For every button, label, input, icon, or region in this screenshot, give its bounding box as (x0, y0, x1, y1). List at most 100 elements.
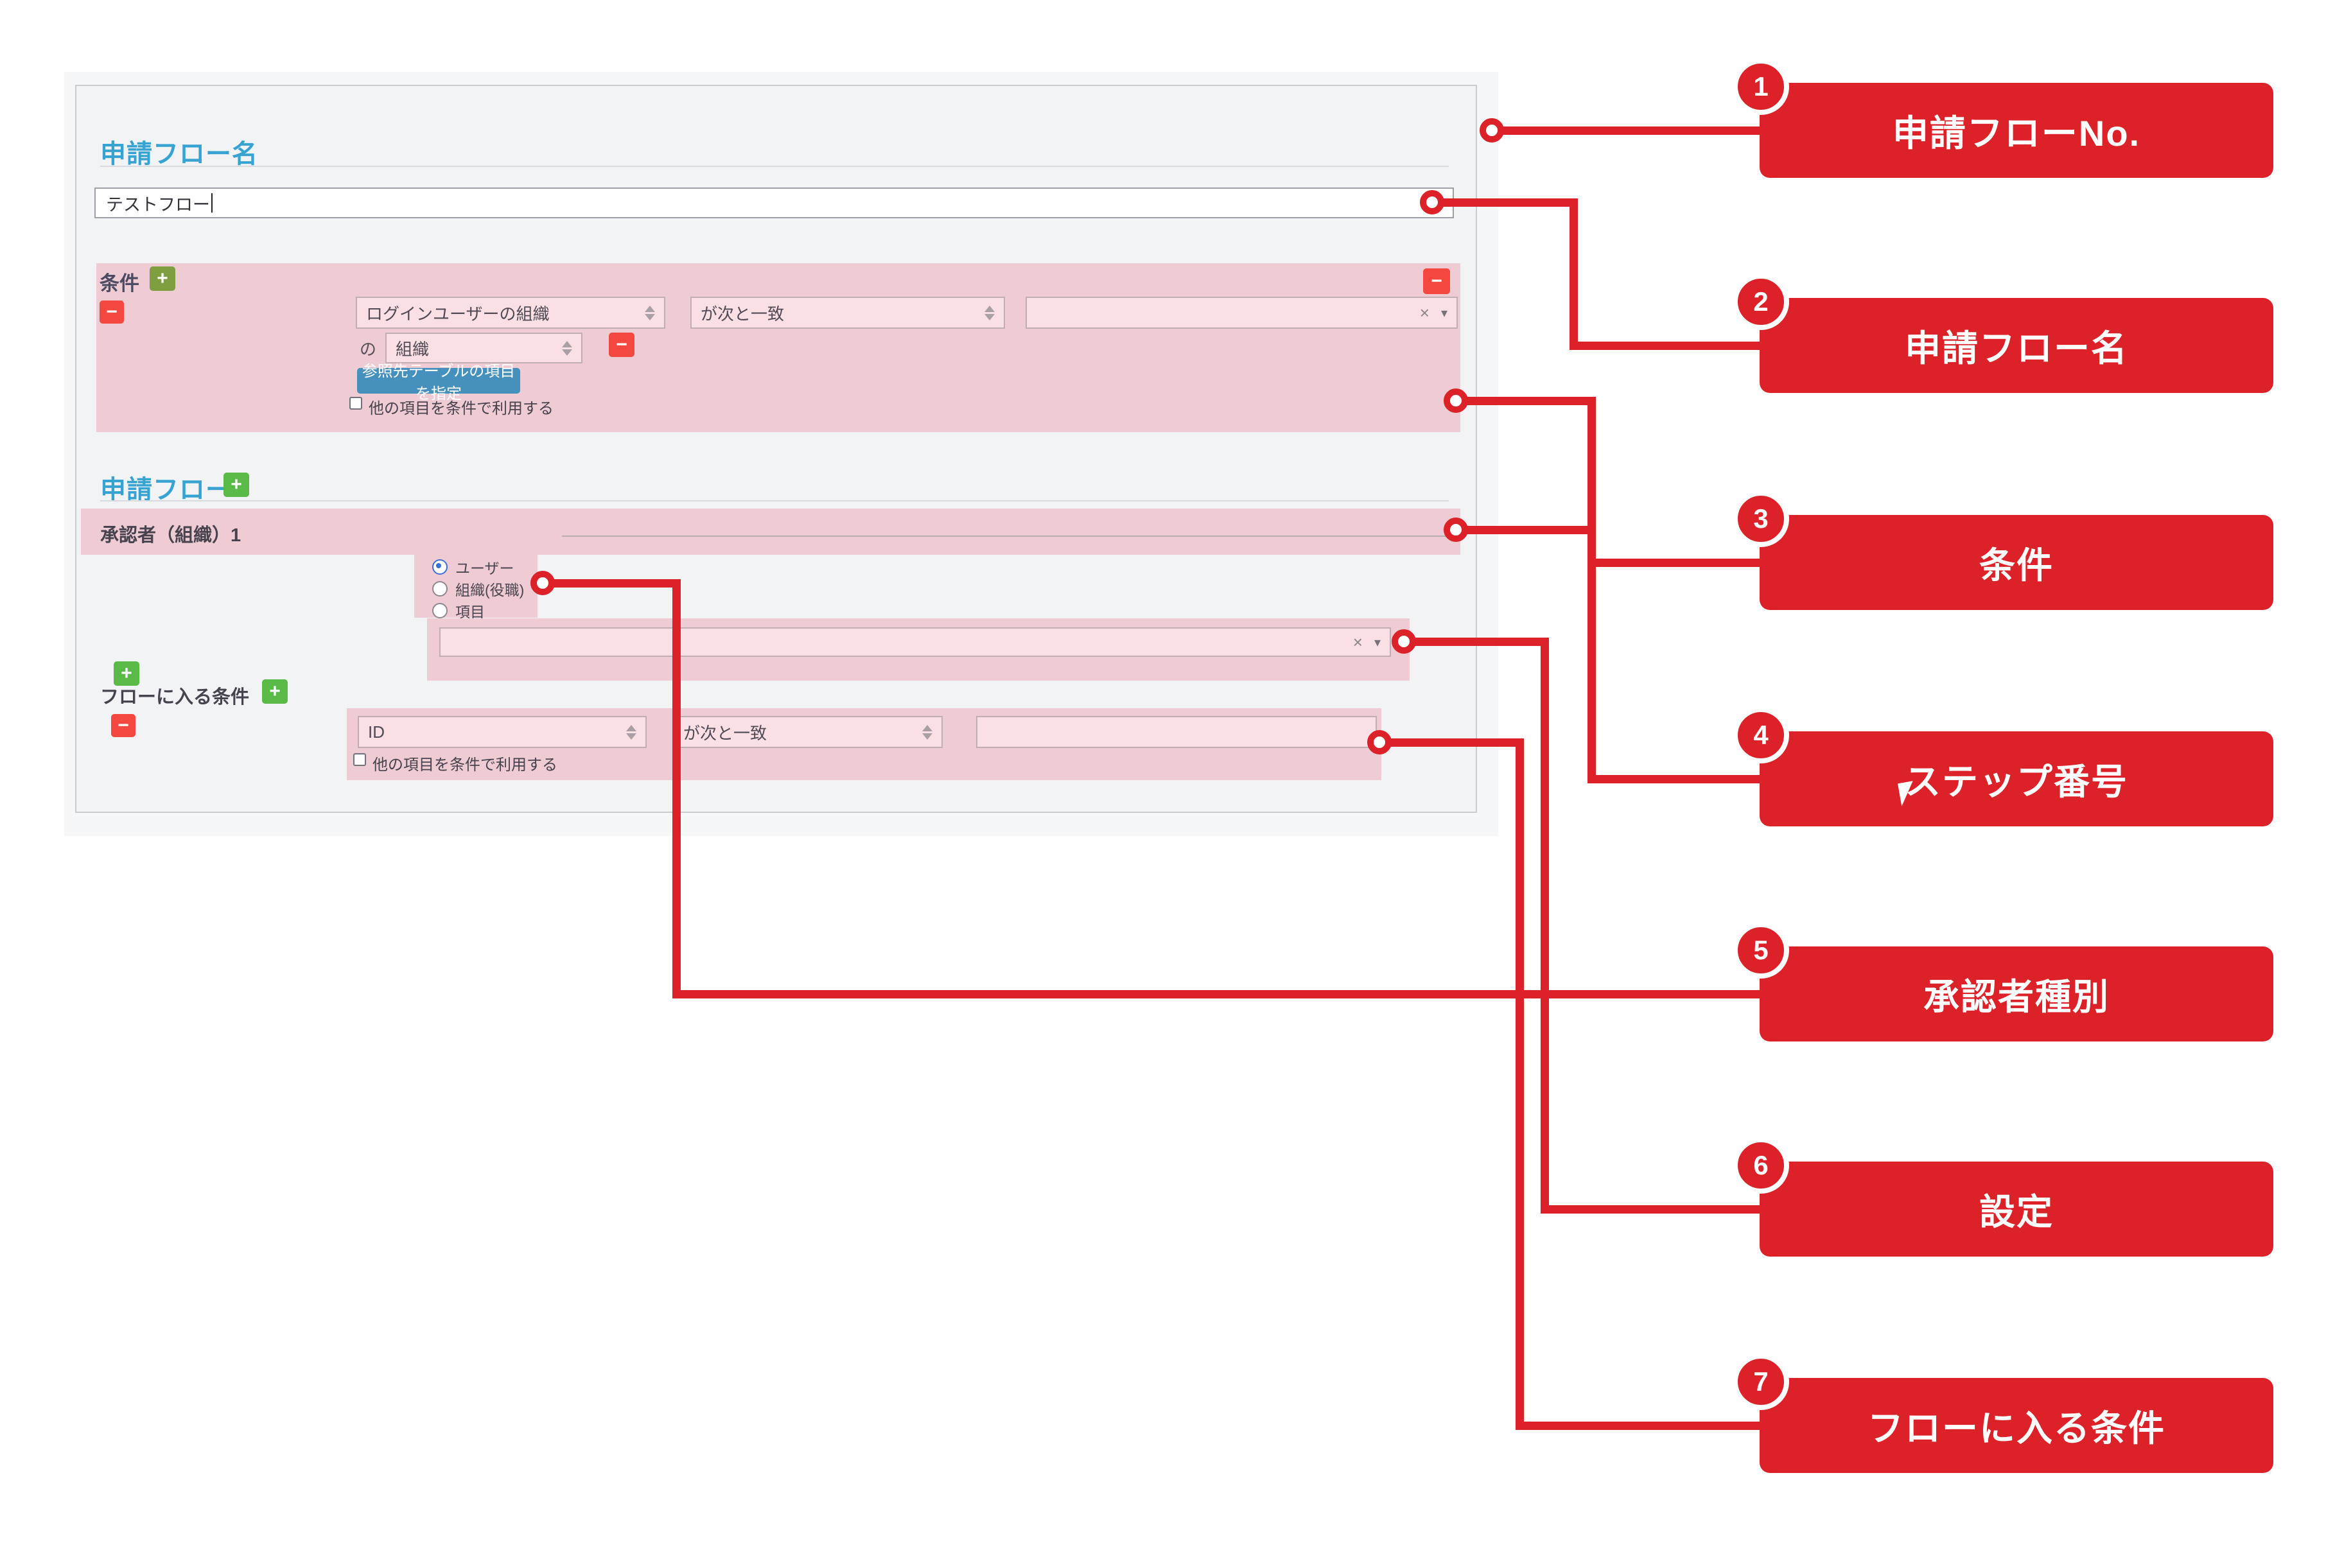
select-spinner-icon (922, 724, 932, 740)
connector-line-3a (1456, 397, 1595, 405)
radio-label: 組織(役職) (455, 582, 525, 598)
flow-name-divider (100, 166, 1449, 167)
add-condition-button[interactable]: + (150, 266, 175, 291)
entry-value-field[interactable] (976, 716, 1377, 748)
connector-line-4a (1456, 526, 1595, 534)
anchor-node-5 (530, 571, 555, 595)
callout-6-number-badge: 6 (1733, 1137, 1789, 1194)
anchor-node-3 (1444, 388, 1468, 413)
radio-label: ユーザー (455, 560, 514, 577)
select-spinner-icon (645, 305, 655, 320)
callout-4: 4 ステップ番号 (1733, 707, 2273, 826)
radio-icon[interactable] (432, 581, 448, 597)
callout-1-number-badge: 1 (1733, 58, 1789, 115)
entry-use-other-field-checkbox[interactable] (353, 753, 366, 766)
select-spinner-icon (562, 340, 572, 356)
use-other-field-checkbox[interactable] (349, 397, 362, 410)
flow-name-input[interactable]: テストフロー (94, 187, 1454, 218)
callout-7-label: フローに入る条件 (1867, 1407, 2165, 1449)
entry-field-value: ID (368, 722, 385, 742)
chevron-down-icon[interactable]: ▾ (1374, 635, 1381, 650)
callout-5-number-badge: 5 (1733, 922, 1789, 979)
anchor-node-7 (1367, 730, 1392, 754)
remove-condition-row-button[interactable]: − (100, 301, 124, 324)
connector-line-5c (672, 990, 1766, 998)
radio-option-user[interactable]: ユーザー (432, 556, 514, 578)
callout-6: 6 設定 (1733, 1137, 2273, 1257)
connector-line-5a (543, 579, 680, 588)
callout-2: 2 申請フロー名 (1733, 274, 2273, 393)
connector-line-2a (1432, 198, 1577, 207)
radio-icon[interactable] (432, 603, 448, 618)
condition-subfield-select[interactable]: 組織 (385, 333, 582, 363)
callout-1: 1 申請フローNo. (1733, 58, 2273, 178)
entry-condition-section: ID が次と一致 他の項目を条件で利用する (347, 708, 1381, 780)
connector-line-7b (1516, 738, 1524, 1430)
radio-option-organization[interactable]: 組織(役職) (432, 578, 524, 600)
condition-field-value: ログインユーザーの組織 (366, 304, 550, 324)
remove-entry-condition-button[interactable]: − (111, 714, 136, 737)
condition-subfield-value: 組織 (396, 339, 430, 359)
condition-field-select[interactable]: ログインユーザーの組織 (356, 297, 665, 329)
entry-operator-select[interactable]: が次と一致 (673, 716, 943, 748)
approver-step-label: 承認者（組織）1 (100, 525, 241, 546)
flow-heading: 申請フロー (100, 476, 232, 504)
connector-line-2b (1570, 198, 1578, 350)
flow-name-heading: 申請フロー名 (100, 140, 258, 168)
radio-option-field[interactable]: 項目 (432, 600, 485, 622)
flow-divider (100, 500, 1449, 501)
callout-2-label: 申請フロー名 (1905, 327, 2128, 369)
select-spinner-icon (984, 305, 995, 320)
select-spinner-icon (626, 724, 636, 740)
approver-value-section: × ▾ (427, 618, 1410, 681)
callout-6-label: 設定 (1979, 1191, 2054, 1232)
condition-joiner-label: の (360, 340, 377, 359)
radio-selected-icon[interactable] (432, 559, 448, 575)
approver-value-select[interactable]: × ▾ (439, 627, 1391, 657)
connector-trunk-3-4 (1587, 397, 1596, 783)
condition-operator-select[interactable]: が次と一致 (690, 297, 1005, 329)
connector-line-3b (1587, 559, 1766, 567)
remove-condition-group-button[interactable]: − (1423, 268, 1450, 294)
condition-label: 条件 (100, 272, 139, 295)
clear-selection-icon[interactable]: × (1352, 632, 1363, 652)
condition-value-select[interactable]: × ▾ (1026, 297, 1458, 329)
callout-4-label: ステップ番号 (1905, 761, 2128, 802)
callout-3-number-badge: 3 (1733, 491, 1789, 547)
approver-step-row: 承認者（組織）1 (81, 509, 1460, 555)
connector-line-7c (1516, 1422, 1766, 1430)
specify-reference-table-field-button[interactable]: 参照先テーブルの項目を指定 (357, 363, 520, 403)
anchor-node-1 (1480, 118, 1504, 143)
entry-field-select[interactable]: ID (358, 716, 647, 748)
condition-section: 条件 + − − ログインユーザーの組織 が次と一致 × ▾ の 組織 − 参照… (96, 263, 1460, 432)
approver-type-radio-group: ユーザー 組織(役職) 項目 (414, 551, 538, 620)
chevron-down-icon[interactable]: ▾ (1440, 306, 1447, 320)
anchor-node-2 (1420, 190, 1444, 214)
add-step-above-button[interactable]: + (114, 661, 139, 686)
callout-3-label: 条件 (1979, 544, 2054, 586)
callout-7-number-badge: 7 (1733, 1354, 1789, 1410)
clear-selection-icon[interactable]: × (1419, 302, 1430, 322)
flow-name-input-value: テストフロー (106, 195, 210, 214)
connector-line-4b (1587, 775, 1766, 783)
entry-operator-value: が次と一致 (683, 723, 767, 743)
use-other-field-checkbox-label: 他の項目を条件で利用する (369, 400, 554, 417)
callout-4-number-badge: 4 (1733, 707, 1789, 763)
approver-name-underline-field[interactable] (562, 536, 1449, 537)
radio-label: 項目 (455, 604, 485, 620)
entry-condition-label: フローに入る条件 (100, 687, 250, 708)
callout-7: 7 フローに入る条件 (1733, 1354, 2273, 1473)
connector-line-6c (1541, 1205, 1766, 1214)
entry-use-other-field-checkbox-label: 他の項目を条件で利用する (372, 756, 557, 774)
add-flow-step-button[interactable]: + (223, 473, 249, 497)
anchor-node-4 (1444, 518, 1468, 542)
callout-5-label: 承認者種別 (1923, 976, 2110, 1017)
connector-line-2c (1570, 342, 1766, 350)
anchor-node-6 (1392, 629, 1416, 654)
connector-line-6b (1541, 638, 1549, 1214)
callout-2-number-badge: 2 (1733, 274, 1789, 330)
connector-line-5b (672, 579, 681, 998)
remove-subfield-button[interactable]: − (609, 333, 634, 357)
add-entry-condition-button[interactable]: + (262, 679, 288, 704)
